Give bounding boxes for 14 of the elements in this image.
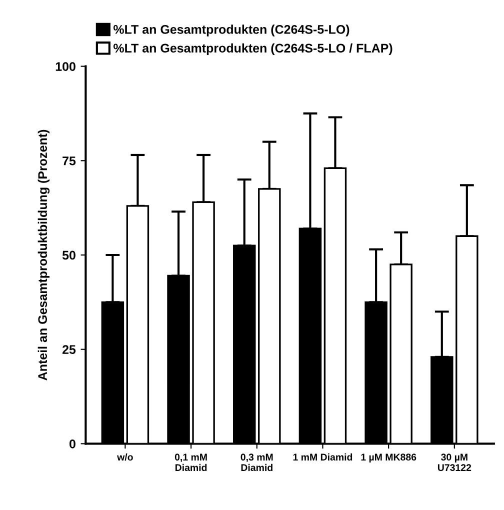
legend-label: %LT an Gesamtprodukten (C264S-5-LO) (113, 24, 350, 36)
y-tick-label: 25 (62, 345, 76, 354)
y-tick-label: 100 (56, 62, 76, 71)
x-tick-label: 1 µM MK886 (361, 454, 416, 462)
x-tick-label: 0,1 mM Diamid (174, 454, 207, 472)
legend-label: %LT an Gesamtprodukten (C264S-5-LO / FLAP) (113, 43, 392, 56)
y-tick-label: 75 (62, 156, 76, 166)
x-tick-label: 30 µM U73122 (438, 454, 472, 472)
y-tick-label: 0 (70, 440, 76, 448)
x-tick-label: 0,3 mM Diamid (240, 454, 273, 472)
y-axis-title: Anteil an Gesamtproduktbildung (Prozent) (38, 130, 50, 380)
x-tick-label: w/o (117, 453, 133, 461)
y-tick-label: 50 (62, 250, 76, 260)
x-tick-label: 1 mM Diamid (293, 453, 352, 461)
